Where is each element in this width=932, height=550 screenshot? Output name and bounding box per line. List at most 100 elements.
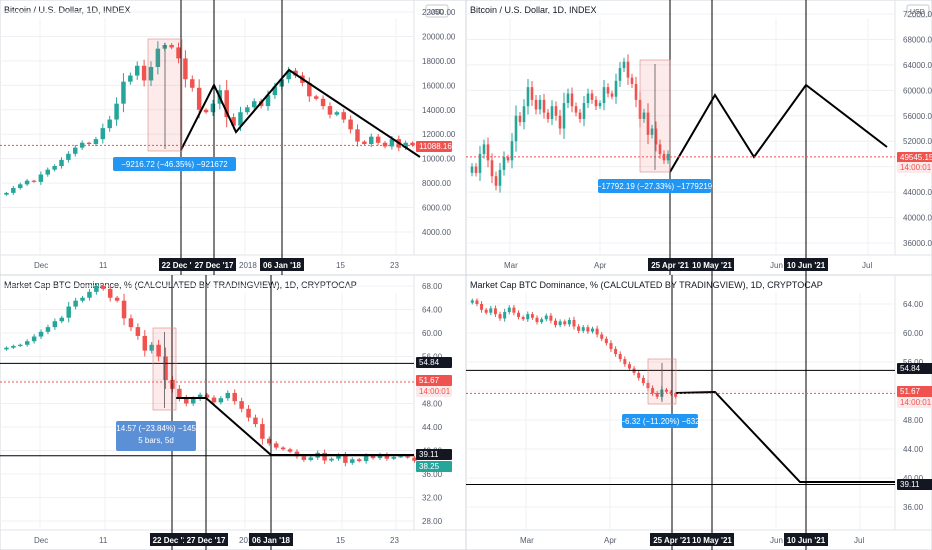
x-tick-label: Jul bbox=[862, 261, 872, 270]
y-tick-label: 64.00 bbox=[903, 300, 924, 309]
candle-body bbox=[4, 347, 9, 350]
candle-body bbox=[156, 344, 161, 357]
candle-body bbox=[238, 112, 243, 126]
candle-body bbox=[586, 327, 590, 332]
y-tick-label: 12000.00 bbox=[422, 130, 456, 139]
candle-body bbox=[80, 297, 85, 301]
candle-body bbox=[664, 389, 668, 392]
candle-body bbox=[622, 61, 626, 69]
candle-body bbox=[642, 112, 646, 119]
y-tick-label: 52000.00 bbox=[903, 137, 932, 146]
price-badge bbox=[416, 141, 452, 152]
candle-body bbox=[232, 392, 237, 402]
candle-body bbox=[11, 188, 16, 193]
candle-body bbox=[107, 119, 112, 129]
y-tick-label: 44.00 bbox=[903, 445, 924, 454]
candle-body bbox=[558, 321, 562, 326]
date-badge-text: 27 Dec '17 bbox=[195, 261, 234, 270]
candle-body bbox=[329, 458, 334, 461]
candle-body bbox=[308, 457, 314, 460]
candle-body bbox=[650, 128, 654, 135]
price-badge-text: 14:00:01 bbox=[419, 387, 451, 396]
date-badge-text: 22 Dec '17 bbox=[153, 536, 192, 545]
candle-body bbox=[341, 112, 346, 120]
candle-body bbox=[18, 344, 23, 346]
date-badge bbox=[690, 533, 734, 546]
candle-body bbox=[618, 354, 622, 360]
x-tick-label: Mar bbox=[504, 261, 518, 270]
candle-body bbox=[210, 103, 216, 113]
candle-body bbox=[658, 144, 662, 154]
candle-body bbox=[530, 314, 534, 318]
y-tick-label: 8000.00 bbox=[422, 179, 451, 188]
candle-body bbox=[177, 388, 182, 398]
price-badge-text: 54.84 bbox=[900, 364, 921, 373]
candle-body bbox=[384, 454, 390, 459]
x-tick-label: 11 bbox=[99, 536, 108, 545]
panel-dom_2021: Market Cap BTC Dominance, % (CALCULATED … bbox=[465, 274, 932, 550]
candle-body bbox=[267, 438, 272, 444]
candle-body bbox=[554, 320, 558, 326]
candle-body bbox=[31, 336, 37, 342]
date-badge bbox=[249, 533, 293, 546]
candle-body bbox=[31, 180, 37, 182]
panel-dom_2017: Market Cap BTC Dominance, % (CALCULATED … bbox=[0, 274, 467, 550]
y-tick-label: 22000.00 bbox=[422, 8, 456, 17]
y-tick-label: 68.00 bbox=[422, 282, 443, 291]
y-tick-label: 28.00 bbox=[422, 517, 443, 526]
candle-body bbox=[530, 87, 534, 100]
measure-text: −6.32 (−11.20%) −632 bbox=[620, 417, 700, 426]
x-tick-label: Jun bbox=[770, 536, 783, 545]
candle-body bbox=[231, 117, 236, 126]
candle-body bbox=[79, 142, 85, 148]
y-tick-label: 68000.00 bbox=[903, 35, 932, 44]
candle-body bbox=[542, 99, 546, 113]
candle-body bbox=[595, 328, 599, 335]
candle-body bbox=[641, 377, 645, 384]
currency-badge bbox=[425, 4, 449, 18]
x-tick-label: Apr bbox=[604, 536, 617, 545]
candle-body bbox=[4, 192, 9, 195]
candle-body bbox=[405, 456, 410, 458]
y-tick-label: 48.00 bbox=[903, 416, 924, 425]
candle-body bbox=[618, 68, 622, 81]
y-tick-label: 56.00 bbox=[903, 358, 924, 367]
currency-label: USD bbox=[429, 9, 444, 16]
candle-body bbox=[301, 456, 307, 460]
x-tick-label: 23 bbox=[390, 536, 399, 545]
candle-body bbox=[73, 300, 78, 307]
date-badge bbox=[260, 258, 304, 271]
candle-body bbox=[590, 328, 594, 332]
candle-body bbox=[155, 48, 161, 67]
candle-body bbox=[260, 424, 265, 439]
y-tick-label: 64.00 bbox=[422, 306, 443, 315]
measure-text: −14.57 (−23.84%) −1457 bbox=[112, 424, 201, 433]
candle-body bbox=[567, 319, 571, 325]
candle-body bbox=[655, 393, 659, 397]
price-badge-text: 14:00:01 bbox=[900, 163, 932, 172]
candle-body bbox=[563, 321, 567, 325]
y-tick-label: 6000.00 bbox=[422, 204, 451, 213]
candle-body bbox=[572, 319, 576, 327]
candle-body bbox=[356, 459, 362, 462]
measure-badge bbox=[113, 157, 236, 171]
x-tick-label: 2018 bbox=[239, 536, 257, 545]
candle-body bbox=[534, 99, 538, 110]
y-tick-label: 18000.00 bbox=[422, 57, 456, 66]
y-tick-label: 14000.00 bbox=[422, 106, 456, 115]
candle-body bbox=[73, 147, 78, 154]
date-badge bbox=[784, 533, 828, 546]
candle-body bbox=[518, 115, 522, 123]
candle-body bbox=[512, 307, 516, 313]
candle-body bbox=[614, 80, 618, 97]
panel-frame bbox=[465, 274, 932, 550]
x-tick-label: 15 bbox=[336, 536, 345, 545]
candle-body bbox=[343, 455, 348, 463]
candle-body bbox=[287, 449, 293, 452]
panel-frame bbox=[465, 0, 932, 276]
candle-body bbox=[86, 142, 92, 144]
candle-body bbox=[362, 141, 367, 144]
price-badge-text: 39.11 bbox=[419, 450, 439, 459]
y-tick-label: 72000.00 bbox=[903, 10, 932, 19]
candle-body bbox=[470, 166, 474, 173]
